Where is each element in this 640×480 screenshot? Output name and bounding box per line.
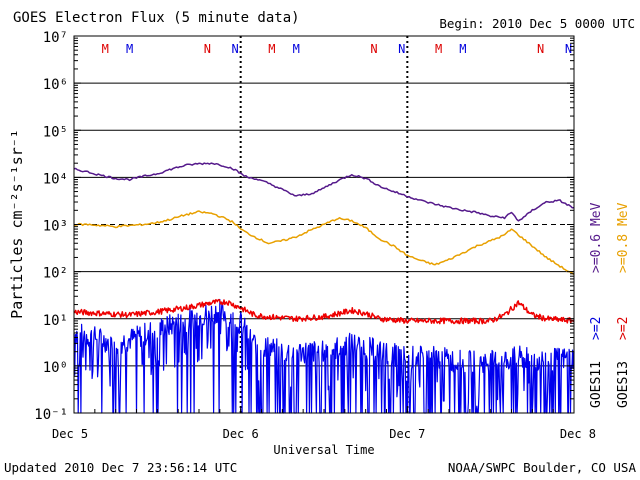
- y-tick-label-3: 10²: [43, 266, 68, 282]
- y-ticks: 10⁻¹ 10⁰ 10¹ 10² 10³ 10⁴ 10⁵ 10⁶ 10⁷: [34, 30, 574, 423]
- credit-text: NOAA/SWPC Boulder, CO USA: [448, 460, 637, 475]
- updated-timestamp: Updated 2010 Dec 7 23:56:14 UTC: [4, 460, 237, 475]
- mn-marker-9: M: [459, 42, 466, 56]
- x-tick-label-1: Dec 6: [223, 427, 259, 441]
- mn-marker-3: N: [231, 42, 238, 56]
- legend-group-1: GOES13: [616, 361, 631, 408]
- y-tick-label-8: 10⁷: [43, 30, 68, 46]
- mn-marker-2: N: [204, 42, 211, 56]
- y-tick-label-1: 10⁰: [43, 360, 68, 376]
- y-tick-label-0: 10⁻¹: [34, 407, 68, 423]
- x-tick-label-3: Dec 8: [560, 427, 596, 441]
- series-group: [73, 162, 575, 414]
- mn-marker-7: N: [398, 42, 405, 56]
- series-line-2: [73, 298, 575, 325]
- legend-entry-1-1: >=0.8 MeV: [616, 202, 631, 273]
- y-axis-label: Particles cm⁻²s⁻¹sr⁻¹: [8, 129, 26, 319]
- legend-entry-0-1: >=0.6 MeV: [589, 202, 604, 273]
- mn-marker-5: M: [293, 42, 300, 56]
- series-line-3: [73, 298, 575, 414]
- mn-marker-4: M: [268, 42, 275, 56]
- series-line-1: [73, 210, 575, 276]
- legend-group-0: GOES11: [589, 361, 604, 408]
- begin-label: Begin: 2010 Dec 5 0000 UTC: [439, 16, 635, 31]
- legend: GOES11 >=2 >=0.6 MeV GOES13 >=2 >=0.8 MeV: [589, 202, 631, 408]
- y-tick-label-7: 10⁶: [43, 77, 68, 93]
- y-tick-label-4: 10³: [43, 219, 68, 235]
- x-tick-label-0: Dec 5: [52, 427, 88, 441]
- legend-entry-0-0: >=2: [589, 317, 604, 340]
- mn-marker-1: M: [126, 42, 133, 56]
- chart-title: GOES Electron Flux (5 minute data): [13, 10, 300, 26]
- y-tick-label-5: 10⁴: [43, 171, 68, 187]
- mn-marker-11: N: [565, 42, 572, 56]
- x-tick-label-2: Dec 7: [389, 427, 425, 441]
- x-axis-label: Universal Time: [273, 443, 374, 457]
- legend-entry-1-0: >=2: [616, 317, 631, 340]
- series-line-0: [73, 162, 575, 222]
- mn-marker-8: M: [435, 42, 442, 56]
- y-tick-label-2: 10¹: [43, 313, 68, 329]
- y-tick-label-6: 10⁵: [43, 124, 68, 140]
- mn-marker-0: M: [102, 42, 109, 56]
- x-ticks: Dec 5 Dec 6 Dec 7 Dec 8: [52, 406, 596, 441]
- mn-marker-10: N: [537, 42, 544, 56]
- mn-marker-6: N: [370, 42, 377, 56]
